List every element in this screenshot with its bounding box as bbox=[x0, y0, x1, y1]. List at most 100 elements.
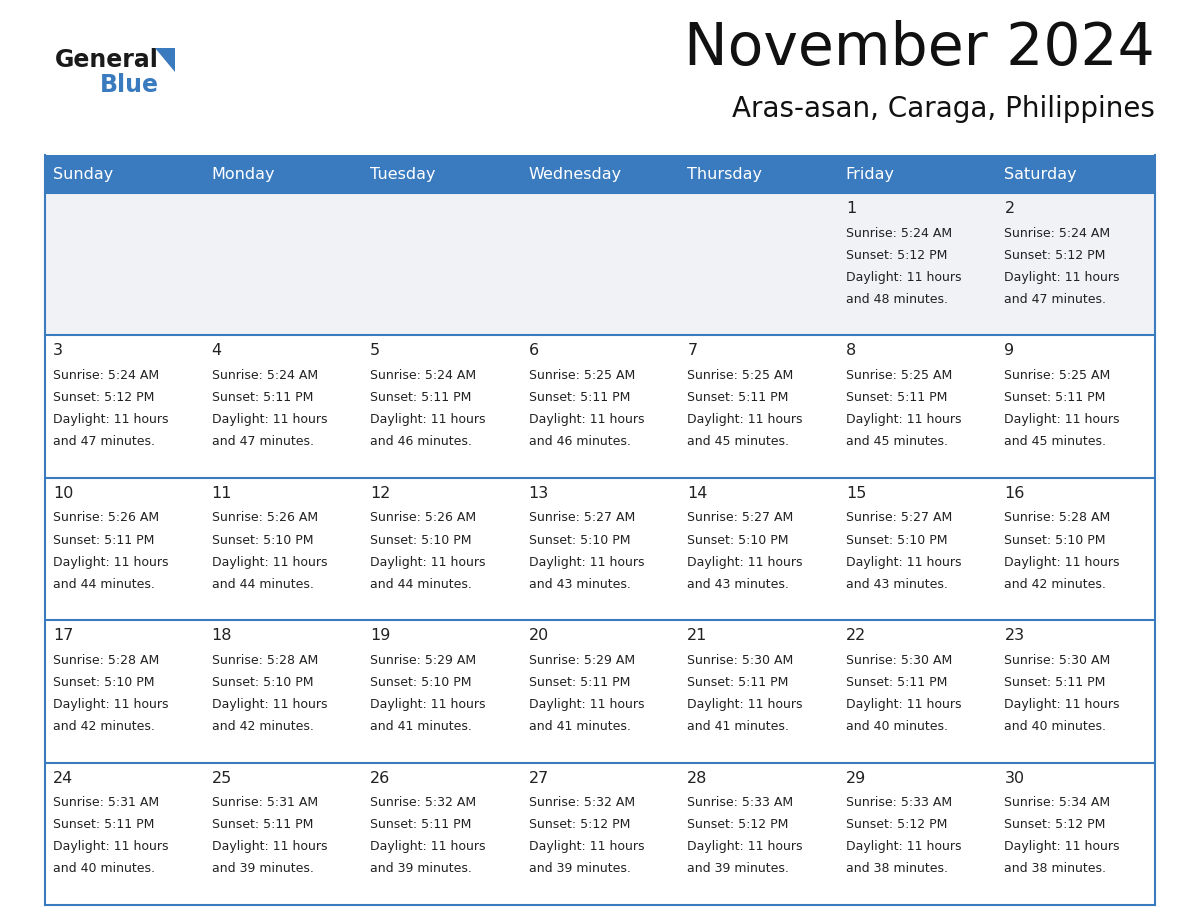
Text: Sunrise: 5:27 AM: Sunrise: 5:27 AM bbox=[688, 511, 794, 524]
Text: Sunset: 5:11 PM: Sunset: 5:11 PM bbox=[846, 676, 947, 688]
Text: 7: 7 bbox=[688, 343, 697, 358]
Text: 12: 12 bbox=[371, 486, 391, 501]
Text: and 47 minutes.: and 47 minutes. bbox=[1004, 293, 1106, 306]
Bar bbox=[203, 335, 362, 477]
Bar bbox=[520, 621, 680, 763]
Text: Sunrise: 5:30 AM: Sunrise: 5:30 AM bbox=[688, 654, 794, 666]
Text: and 38 minutes.: and 38 minutes. bbox=[1004, 862, 1106, 876]
Text: 27: 27 bbox=[529, 770, 549, 786]
Text: Sunrise: 5:31 AM: Sunrise: 5:31 AM bbox=[211, 796, 317, 810]
Text: 9: 9 bbox=[1004, 343, 1015, 358]
Text: Sunset: 5:11 PM: Sunset: 5:11 PM bbox=[1004, 391, 1106, 404]
Text: Sunrise: 5:25 AM: Sunrise: 5:25 AM bbox=[688, 369, 794, 382]
Text: Sunset: 5:10 PM: Sunset: 5:10 PM bbox=[1004, 533, 1106, 546]
Text: Sunset: 5:11 PM: Sunset: 5:11 PM bbox=[1004, 676, 1106, 688]
Text: 14: 14 bbox=[688, 486, 708, 501]
Text: Daylight: 11 hours: Daylight: 11 hours bbox=[371, 413, 486, 426]
Bar bbox=[838, 193, 997, 335]
Bar bbox=[680, 335, 838, 477]
Text: Sunrise: 5:25 AM: Sunrise: 5:25 AM bbox=[846, 369, 952, 382]
Text: and 41 minutes.: and 41 minutes. bbox=[688, 720, 789, 733]
Text: Sunrise: 5:24 AM: Sunrise: 5:24 AM bbox=[371, 369, 476, 382]
Text: and 44 minutes.: and 44 minutes. bbox=[371, 577, 472, 590]
Bar bbox=[203, 763, 362, 905]
Text: Sunset: 5:10 PM: Sunset: 5:10 PM bbox=[211, 676, 314, 688]
Text: Sunset: 5:11 PM: Sunset: 5:11 PM bbox=[371, 391, 472, 404]
Text: Sunday: Sunday bbox=[53, 166, 113, 182]
Text: Daylight: 11 hours: Daylight: 11 hours bbox=[371, 698, 486, 711]
Bar bbox=[45, 335, 203, 477]
Text: and 45 minutes.: and 45 minutes. bbox=[846, 435, 948, 448]
Text: Sunset: 5:11 PM: Sunset: 5:11 PM bbox=[371, 818, 472, 832]
Bar bbox=[520, 193, 680, 335]
Bar bbox=[45, 193, 203, 335]
Text: Sunrise: 5:24 AM: Sunrise: 5:24 AM bbox=[1004, 227, 1111, 240]
Text: Blue: Blue bbox=[100, 73, 159, 97]
Text: Daylight: 11 hours: Daylight: 11 hours bbox=[846, 555, 961, 568]
Text: Sunrise: 5:29 AM: Sunrise: 5:29 AM bbox=[371, 654, 476, 666]
Text: and 39 minutes.: and 39 minutes. bbox=[371, 862, 472, 876]
Text: Daylight: 11 hours: Daylight: 11 hours bbox=[688, 413, 803, 426]
Text: Sunset: 5:12 PM: Sunset: 5:12 PM bbox=[688, 818, 789, 832]
Text: and 40 minutes.: and 40 minutes. bbox=[846, 720, 948, 733]
Bar bbox=[203, 155, 362, 193]
Text: Sunset: 5:11 PM: Sunset: 5:11 PM bbox=[688, 391, 789, 404]
Text: 6: 6 bbox=[529, 343, 539, 358]
Text: Daylight: 11 hours: Daylight: 11 hours bbox=[1004, 840, 1120, 854]
Text: 28: 28 bbox=[688, 770, 708, 786]
Text: Sunrise: 5:29 AM: Sunrise: 5:29 AM bbox=[529, 654, 634, 666]
Text: Sunset: 5:11 PM: Sunset: 5:11 PM bbox=[53, 533, 154, 546]
Bar bbox=[838, 621, 997, 763]
Text: Sunset: 5:12 PM: Sunset: 5:12 PM bbox=[1004, 818, 1106, 832]
Text: November 2024: November 2024 bbox=[684, 20, 1155, 77]
Text: Sunset: 5:10 PM: Sunset: 5:10 PM bbox=[211, 533, 314, 546]
Text: Sunrise: 5:24 AM: Sunrise: 5:24 AM bbox=[211, 369, 317, 382]
Bar bbox=[203, 477, 362, 621]
Text: and 47 minutes.: and 47 minutes. bbox=[211, 435, 314, 448]
Bar bbox=[362, 155, 520, 193]
Text: Monday: Monday bbox=[211, 166, 276, 182]
Text: 8: 8 bbox=[846, 343, 857, 358]
Bar bbox=[45, 621, 203, 763]
Text: Daylight: 11 hours: Daylight: 11 hours bbox=[211, 413, 327, 426]
Bar bbox=[45, 477, 203, 621]
Text: and 42 minutes.: and 42 minutes. bbox=[1004, 577, 1106, 590]
Bar bbox=[838, 763, 997, 905]
Text: 23: 23 bbox=[1004, 628, 1024, 644]
Text: Sunset: 5:12 PM: Sunset: 5:12 PM bbox=[846, 249, 947, 262]
Bar bbox=[520, 763, 680, 905]
Bar bbox=[362, 621, 520, 763]
Text: 20: 20 bbox=[529, 628, 549, 644]
Text: 10: 10 bbox=[53, 486, 74, 501]
Bar bbox=[680, 621, 838, 763]
Text: Daylight: 11 hours: Daylight: 11 hours bbox=[846, 840, 961, 854]
Text: Daylight: 11 hours: Daylight: 11 hours bbox=[1004, 413, 1120, 426]
Bar bbox=[520, 335, 680, 477]
Text: and 43 minutes.: and 43 minutes. bbox=[846, 577, 948, 590]
Text: 17: 17 bbox=[53, 628, 74, 644]
Text: Sunset: 5:11 PM: Sunset: 5:11 PM bbox=[529, 391, 630, 404]
Text: and 45 minutes.: and 45 minutes. bbox=[688, 435, 789, 448]
Text: Sunset: 5:12 PM: Sunset: 5:12 PM bbox=[1004, 249, 1106, 262]
Bar bbox=[838, 335, 997, 477]
Text: and 42 minutes.: and 42 minutes. bbox=[211, 720, 314, 733]
Text: Sunrise: 5:34 AM: Sunrise: 5:34 AM bbox=[1004, 796, 1111, 810]
Text: Daylight: 11 hours: Daylight: 11 hours bbox=[529, 698, 644, 711]
Bar bbox=[997, 763, 1155, 905]
Text: and 44 minutes.: and 44 minutes. bbox=[53, 577, 154, 590]
Text: Sunset: 5:10 PM: Sunset: 5:10 PM bbox=[688, 533, 789, 546]
Text: Daylight: 11 hours: Daylight: 11 hours bbox=[1004, 271, 1120, 284]
Text: Thursday: Thursday bbox=[688, 166, 763, 182]
Bar bbox=[680, 155, 838, 193]
Text: and 40 minutes.: and 40 minutes. bbox=[1004, 720, 1106, 733]
Text: 18: 18 bbox=[211, 628, 232, 644]
Text: 5: 5 bbox=[371, 343, 380, 358]
Text: Saturday: Saturday bbox=[1004, 166, 1078, 182]
Text: 16: 16 bbox=[1004, 486, 1025, 501]
Text: and 41 minutes.: and 41 minutes. bbox=[529, 720, 631, 733]
Bar bbox=[680, 193, 838, 335]
Text: Daylight: 11 hours: Daylight: 11 hours bbox=[529, 413, 644, 426]
Bar bbox=[362, 477, 520, 621]
Text: General: General bbox=[55, 48, 159, 72]
Bar bbox=[838, 477, 997, 621]
